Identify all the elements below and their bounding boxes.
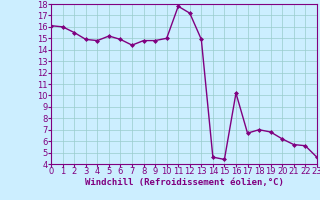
- X-axis label: Windchill (Refroidissement éolien,°C): Windchill (Refroidissement éolien,°C): [84, 178, 284, 187]
